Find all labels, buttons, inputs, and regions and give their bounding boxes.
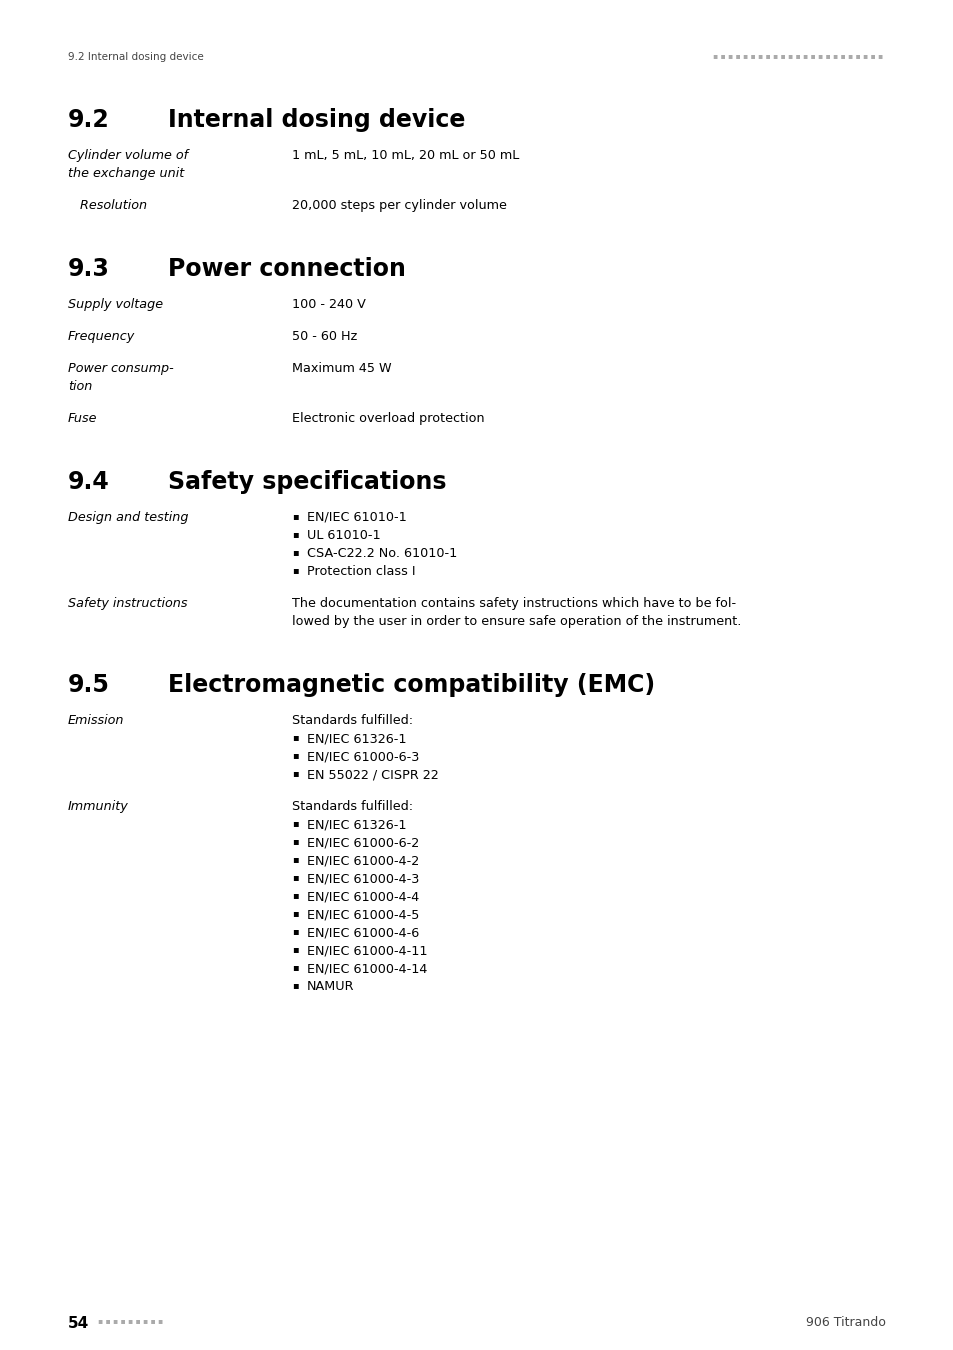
Text: Immunity: Immunity (68, 801, 129, 813)
Text: Standards fulfilled:: Standards fulfilled: (292, 714, 413, 728)
Text: Frequency: Frequency (68, 329, 135, 343)
Text: 50 - 60 Hz: 50 - 60 Hz (292, 329, 356, 343)
Text: Standards fulfilled:: Standards fulfilled: (292, 801, 413, 813)
Text: 9.2 Internal dosing device: 9.2 Internal dosing device (68, 53, 204, 62)
Text: ▪ ▪ ▪ ▪ ▪ ▪ ▪ ▪ ▪ ▪ ▪ ▪ ▪ ▪ ▪ ▪ ▪ ▪ ▪ ▪ ▪ ▪ ▪: ▪ ▪ ▪ ▪ ▪ ▪ ▪ ▪ ▪ ▪ ▪ ▪ ▪ ▪ ▪ ▪ ▪ ▪ ▪ ▪ … (713, 53, 885, 61)
Text: ▪: ▪ (292, 566, 298, 575)
Text: 1 mL, 5 mL, 10 mL, 20 mL or 50 mL: 1 mL, 5 mL, 10 mL, 20 mL or 50 mL (292, 148, 518, 162)
Text: ▪ ▪ ▪ ▪ ▪ ▪ ▪ ▪ ▪: ▪ ▪ ▪ ▪ ▪ ▪ ▪ ▪ ▪ (98, 1318, 165, 1326)
Text: ▪: ▪ (292, 818, 298, 828)
Text: EN/IEC 61000-4-6: EN/IEC 61000-4-6 (307, 926, 418, 940)
Text: EN/IEC 61000-4-5: EN/IEC 61000-4-5 (307, 909, 419, 921)
Text: 100 - 240 V: 100 - 240 V (292, 298, 366, 311)
Text: ▪: ▪ (292, 751, 298, 760)
Text: ▪: ▪ (292, 547, 298, 558)
Text: Design and testing: Design and testing (68, 512, 189, 524)
Text: CSA-C22.2 No. 61010-1: CSA-C22.2 No. 61010-1 (307, 547, 456, 560)
Text: Resolution: Resolution (68, 198, 147, 212)
Text: Power connection: Power connection (168, 256, 405, 281)
Text: The documentation contains safety instructions which have to be fol-: The documentation contains safety instru… (292, 597, 736, 610)
Text: Electronic overload protection: Electronic overload protection (292, 412, 484, 425)
Text: EN/IEC 61000-6-3: EN/IEC 61000-6-3 (307, 751, 419, 763)
Text: Cylinder volume of: Cylinder volume of (68, 148, 188, 162)
Text: EN/IEC 61000-4-14: EN/IEC 61000-4-14 (307, 963, 427, 975)
Text: ▪: ▪ (292, 732, 298, 742)
Text: Internal dosing device: Internal dosing device (168, 108, 465, 132)
Text: 906 Titrando: 906 Titrando (805, 1316, 885, 1328)
Text: ▪: ▪ (292, 872, 298, 882)
Text: EN 55022 / CISPR 22: EN 55022 / CISPR 22 (307, 768, 438, 782)
Text: Power consump-: Power consump- (68, 362, 173, 375)
Text: UL 61010-1: UL 61010-1 (307, 529, 380, 541)
Text: ▪: ▪ (292, 855, 298, 864)
Text: Maximum 45 W: Maximum 45 W (292, 362, 392, 375)
Text: EN/IEC 61000-4-2: EN/IEC 61000-4-2 (307, 855, 418, 867)
Text: EN/IEC 61000-4-4: EN/IEC 61000-4-4 (307, 890, 418, 903)
Text: Protection class I: Protection class I (307, 566, 416, 578)
Text: tion: tion (68, 379, 92, 393)
Text: 9.3: 9.3 (68, 256, 110, 281)
Text: EN/IEC 61000-6-2: EN/IEC 61000-6-2 (307, 836, 418, 849)
Text: EN/IEC 61326-1: EN/IEC 61326-1 (307, 732, 406, 745)
Text: EN/IEC 61000-4-3: EN/IEC 61000-4-3 (307, 872, 419, 886)
Text: 9.4: 9.4 (68, 470, 110, 494)
Text: EN/IEC 61326-1: EN/IEC 61326-1 (307, 818, 406, 832)
Text: ▪: ▪ (292, 963, 298, 972)
Text: ▪: ▪ (292, 529, 298, 539)
Text: EN/IEC 61000-4-11: EN/IEC 61000-4-11 (307, 944, 427, 957)
Text: Safety specifications: Safety specifications (168, 470, 446, 494)
Text: ▪: ▪ (292, 836, 298, 846)
Text: the exchange unit: the exchange unit (68, 167, 184, 180)
Text: ▪: ▪ (292, 926, 298, 936)
Text: Supply voltage: Supply voltage (68, 298, 163, 311)
Text: EN/IEC 61010-1: EN/IEC 61010-1 (307, 512, 406, 524)
Text: Electromagnetic compatibility (EMC): Electromagnetic compatibility (EMC) (168, 674, 655, 697)
Text: 9.5: 9.5 (68, 674, 110, 697)
Text: Fuse: Fuse (68, 412, 97, 425)
Text: lowed by the user in order to ensure safe operation of the instrument.: lowed by the user in order to ensure saf… (292, 616, 740, 628)
Text: 20,000 steps per cylinder volume: 20,000 steps per cylinder volume (292, 198, 506, 212)
Text: 9.2: 9.2 (68, 108, 110, 132)
Text: Safety instructions: Safety instructions (68, 597, 188, 610)
Text: NAMUR: NAMUR (307, 980, 355, 994)
Text: 54: 54 (68, 1316, 90, 1331)
Text: Emission: Emission (68, 714, 125, 728)
Text: ▪: ▪ (292, 890, 298, 900)
Text: ▪: ▪ (292, 512, 298, 521)
Text: ▪: ▪ (292, 909, 298, 918)
Text: ▪: ▪ (292, 980, 298, 990)
Text: ▪: ▪ (292, 768, 298, 778)
Text: ▪: ▪ (292, 944, 298, 954)
